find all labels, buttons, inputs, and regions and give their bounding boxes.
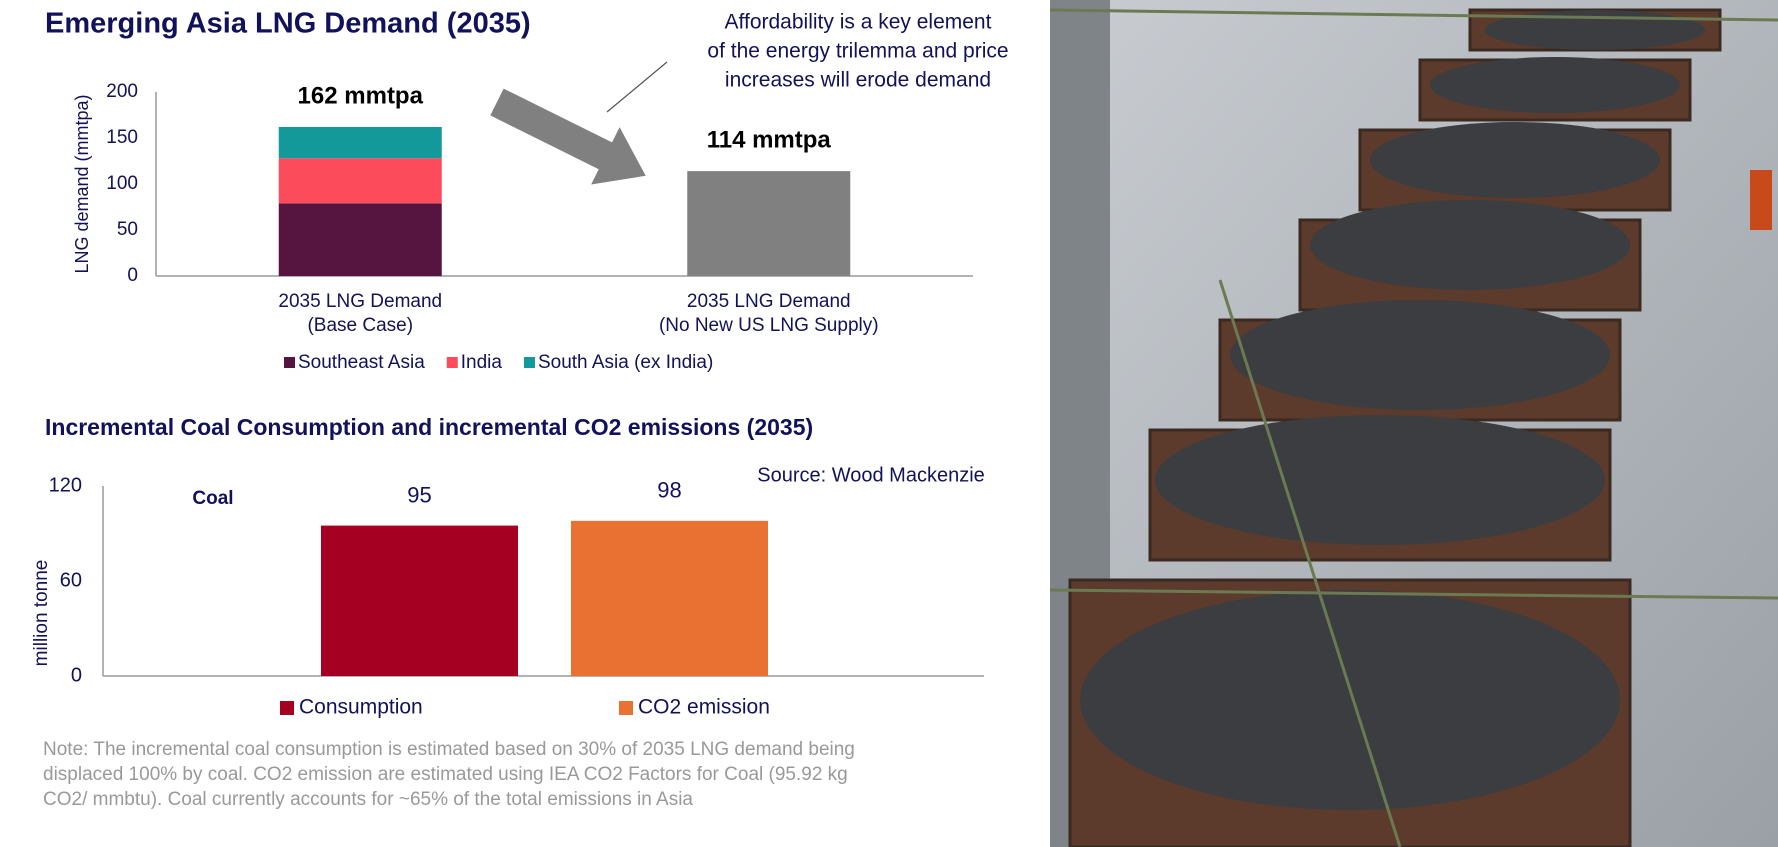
legend-label: Southeast Asia (298, 352, 425, 373)
legend-swatch (523, 357, 535, 368)
legend-swatch (619, 701, 633, 715)
annotation: Affordability is a key element (725, 11, 992, 34)
source: Source: Wood Mackenzie (757, 464, 985, 486)
note: Note: The incremental coal consumption i… (43, 739, 855, 760)
y-tick-label: 100 (106, 173, 138, 194)
legend-swatch (446, 357, 458, 368)
bar-segment (278, 203, 442, 276)
y-tick-label: 120 (49, 474, 82, 496)
bar-segment (278, 126, 442, 159)
y-tick-label: 60 (60, 569, 82, 591)
total-label: 114 mmtpa (707, 126, 832, 153)
y-tick-label: 0 (71, 664, 82, 686)
callout-line (606, 61, 668, 113)
total-label: 162 mmtpa (298, 82, 424, 109)
arrow (490, 88, 646, 185)
chart-title: Incremental Coal Consumption and increme… (45, 414, 813, 440)
legend-label: Consumption (299, 696, 423, 719)
legend-label: India (461, 352, 503, 373)
bar (571, 520, 768, 676)
annotation: of the energy trilemma and price (707, 40, 1008, 63)
annotation: increases will erode demand (725, 69, 991, 92)
x-tick-label: 2035 LNG Demand (687, 291, 851, 312)
legend-label: CO2 emission (638, 696, 770, 719)
legend-label: South Asia (ex India) (538, 352, 713, 373)
photo (1049, 0, 1778, 847)
legend-swatch (280, 701, 294, 715)
y-tick-label: 0 (127, 265, 138, 286)
y-axis-label: million tonne (31, 560, 52, 667)
note: displaced 100% by coal. CO2 emission are… (43, 764, 848, 785)
data-label: 98 (657, 478, 681, 503)
y-tick-label: 150 (106, 127, 138, 148)
category-label: Coal (192, 488, 233, 509)
bar-segment (278, 158, 442, 204)
x-tick-label: 2035 LNG Demand (278, 291, 442, 312)
bar-segment (687, 171, 851, 276)
legend-swatch (284, 357, 295, 368)
y-axis-label: LNG demand (mmtpa) (72, 94, 92, 273)
y-tick-label: 200 (106, 81, 138, 102)
x-tick-label: (No New US LNG Supply) (659, 315, 879, 336)
y-tick-label: 50 (117, 219, 138, 240)
note: CO2/ mmbtu). Coal currently accounts for… (43, 789, 693, 810)
bar (321, 525, 518, 676)
data-label: 95 (407, 482, 431, 507)
chart-title: Emerging Asia LNG Demand (2035) (45, 8, 531, 40)
x-tick-label: (Base Case) (307, 315, 413, 336)
